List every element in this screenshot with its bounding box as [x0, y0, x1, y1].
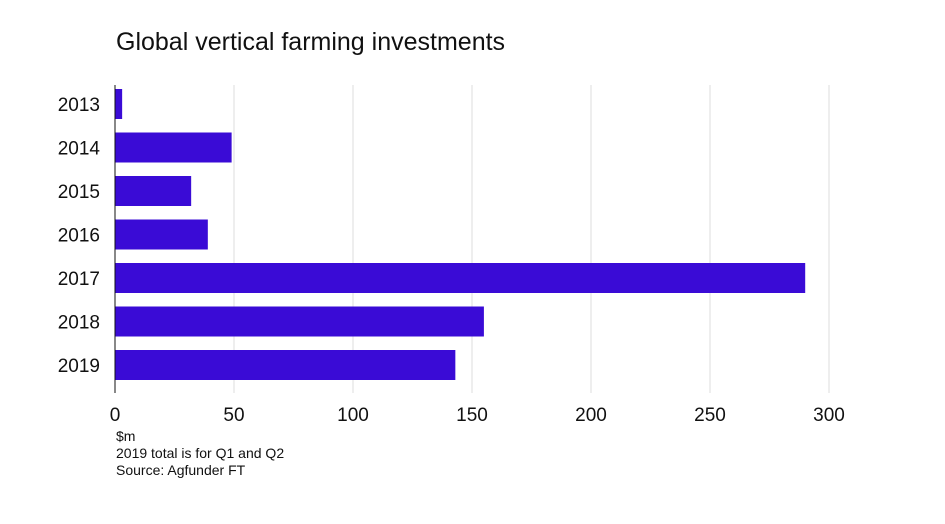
y-category-label: 2014 — [58, 139, 101, 160]
bar-2015 — [115, 176, 192, 206]
footnote: 2019 total is for Q1 and Q2 — [116, 445, 285, 461]
x-tick-label: 200 — [575, 405, 607, 426]
x-tick-label: 300 — [813, 405, 845, 426]
bar-2017 — [115, 263, 806, 293]
x-tick-label: 0 — [110, 405, 121, 426]
y-category-label: 2016 — [58, 226, 100, 247]
bar-2018 — [115, 306, 484, 337]
chart-notes: $m 2019 total is for Q1 and Q2 Source: A… — [116, 428, 284, 479]
bar-2014 — [115, 132, 232, 163]
x-tick-label: 50 — [223, 405, 244, 426]
bar-2019 — [115, 350, 456, 380]
y-tick-labels: 2013 2014 2015 2016 2017 2018 2019 — [58, 95, 101, 377]
y-category-label: 2015 — [58, 182, 100, 203]
x-tick-label: 100 — [337, 405, 369, 426]
gridlines — [233, 85, 830, 393]
source-note: Source: Agfunder FT — [116, 462, 246, 478]
chart-title: Global vertical farming investments — [116, 28, 506, 56]
bars — [115, 89, 806, 380]
y-category-label: 2017 — [58, 269, 100, 290]
x-tick-labels: 0 50 100 150 200 250 300 — [110, 405, 845, 426]
y-category-label: 2019 — [58, 356, 100, 377]
bar-2013 — [115, 89, 123, 119]
y-category-label: 2013 — [58, 95, 100, 116]
y-category-label: 2018 — [58, 313, 100, 334]
bar-2016 — [115, 219, 208, 250]
unit-note: $m — [116, 428, 136, 444]
x-tick-label: 150 — [456, 405, 488, 426]
x-tick-label: 250 — [694, 405, 726, 426]
